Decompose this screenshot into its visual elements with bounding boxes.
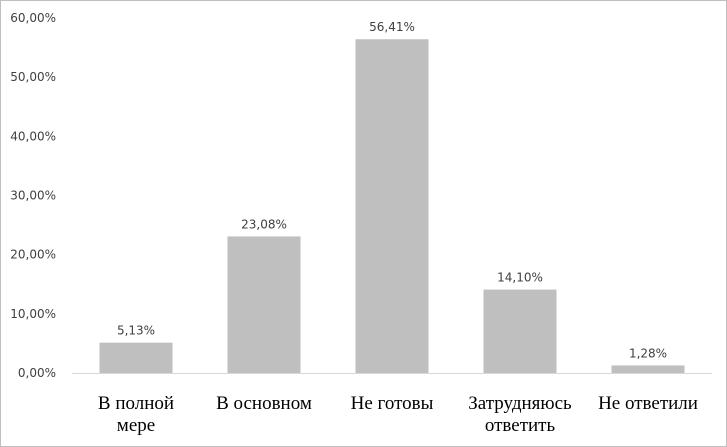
x-tick-label-line: Не ответили [598,393,698,414]
bar [355,39,429,373]
data-label: 23,08% [241,217,287,231]
x-tick-label: Затрудняюсь ответить [468,393,572,436]
y-tick-label: 60,00% [10,11,56,25]
y-tick-label: 10,00% [10,307,56,321]
bar [483,289,557,373]
x-tick-label-line: Затрудняюсь [468,393,572,414]
data-label: 56,41% [369,20,415,34]
y-tick-label: 30,00% [10,189,56,203]
data-label: 1,28% [629,346,667,360]
y-tick-label: 50,00% [10,70,56,84]
y-tick-label: 0,00% [18,366,56,380]
x-tick-label-line: Не готовы [351,393,434,414]
y-tick-label: 20,00% [10,248,56,262]
bar [99,342,173,373]
x-tick-label-line: В полной [98,393,174,414]
bar [227,236,301,373]
bar [611,365,685,373]
x-tick-label: Не ответили [598,393,698,414]
data-label: 14,10% [497,271,543,285]
x-tick-label: В основном [216,393,312,414]
data-label: 5,13% [117,324,155,338]
x-tick-label-line: В основном [216,393,312,414]
x-tick-label: В полной мере [98,393,174,436]
x-tick-label: Не готовы [351,393,434,414]
x-tick-label-line: ответить [485,415,556,436]
x-tick-label-line: мере [117,415,155,436]
y-tick-label: 40,00% [10,129,56,143]
